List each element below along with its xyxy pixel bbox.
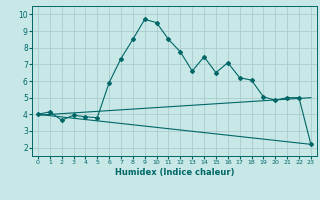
X-axis label: Humidex (Indice chaleur): Humidex (Indice chaleur) [115, 168, 234, 177]
